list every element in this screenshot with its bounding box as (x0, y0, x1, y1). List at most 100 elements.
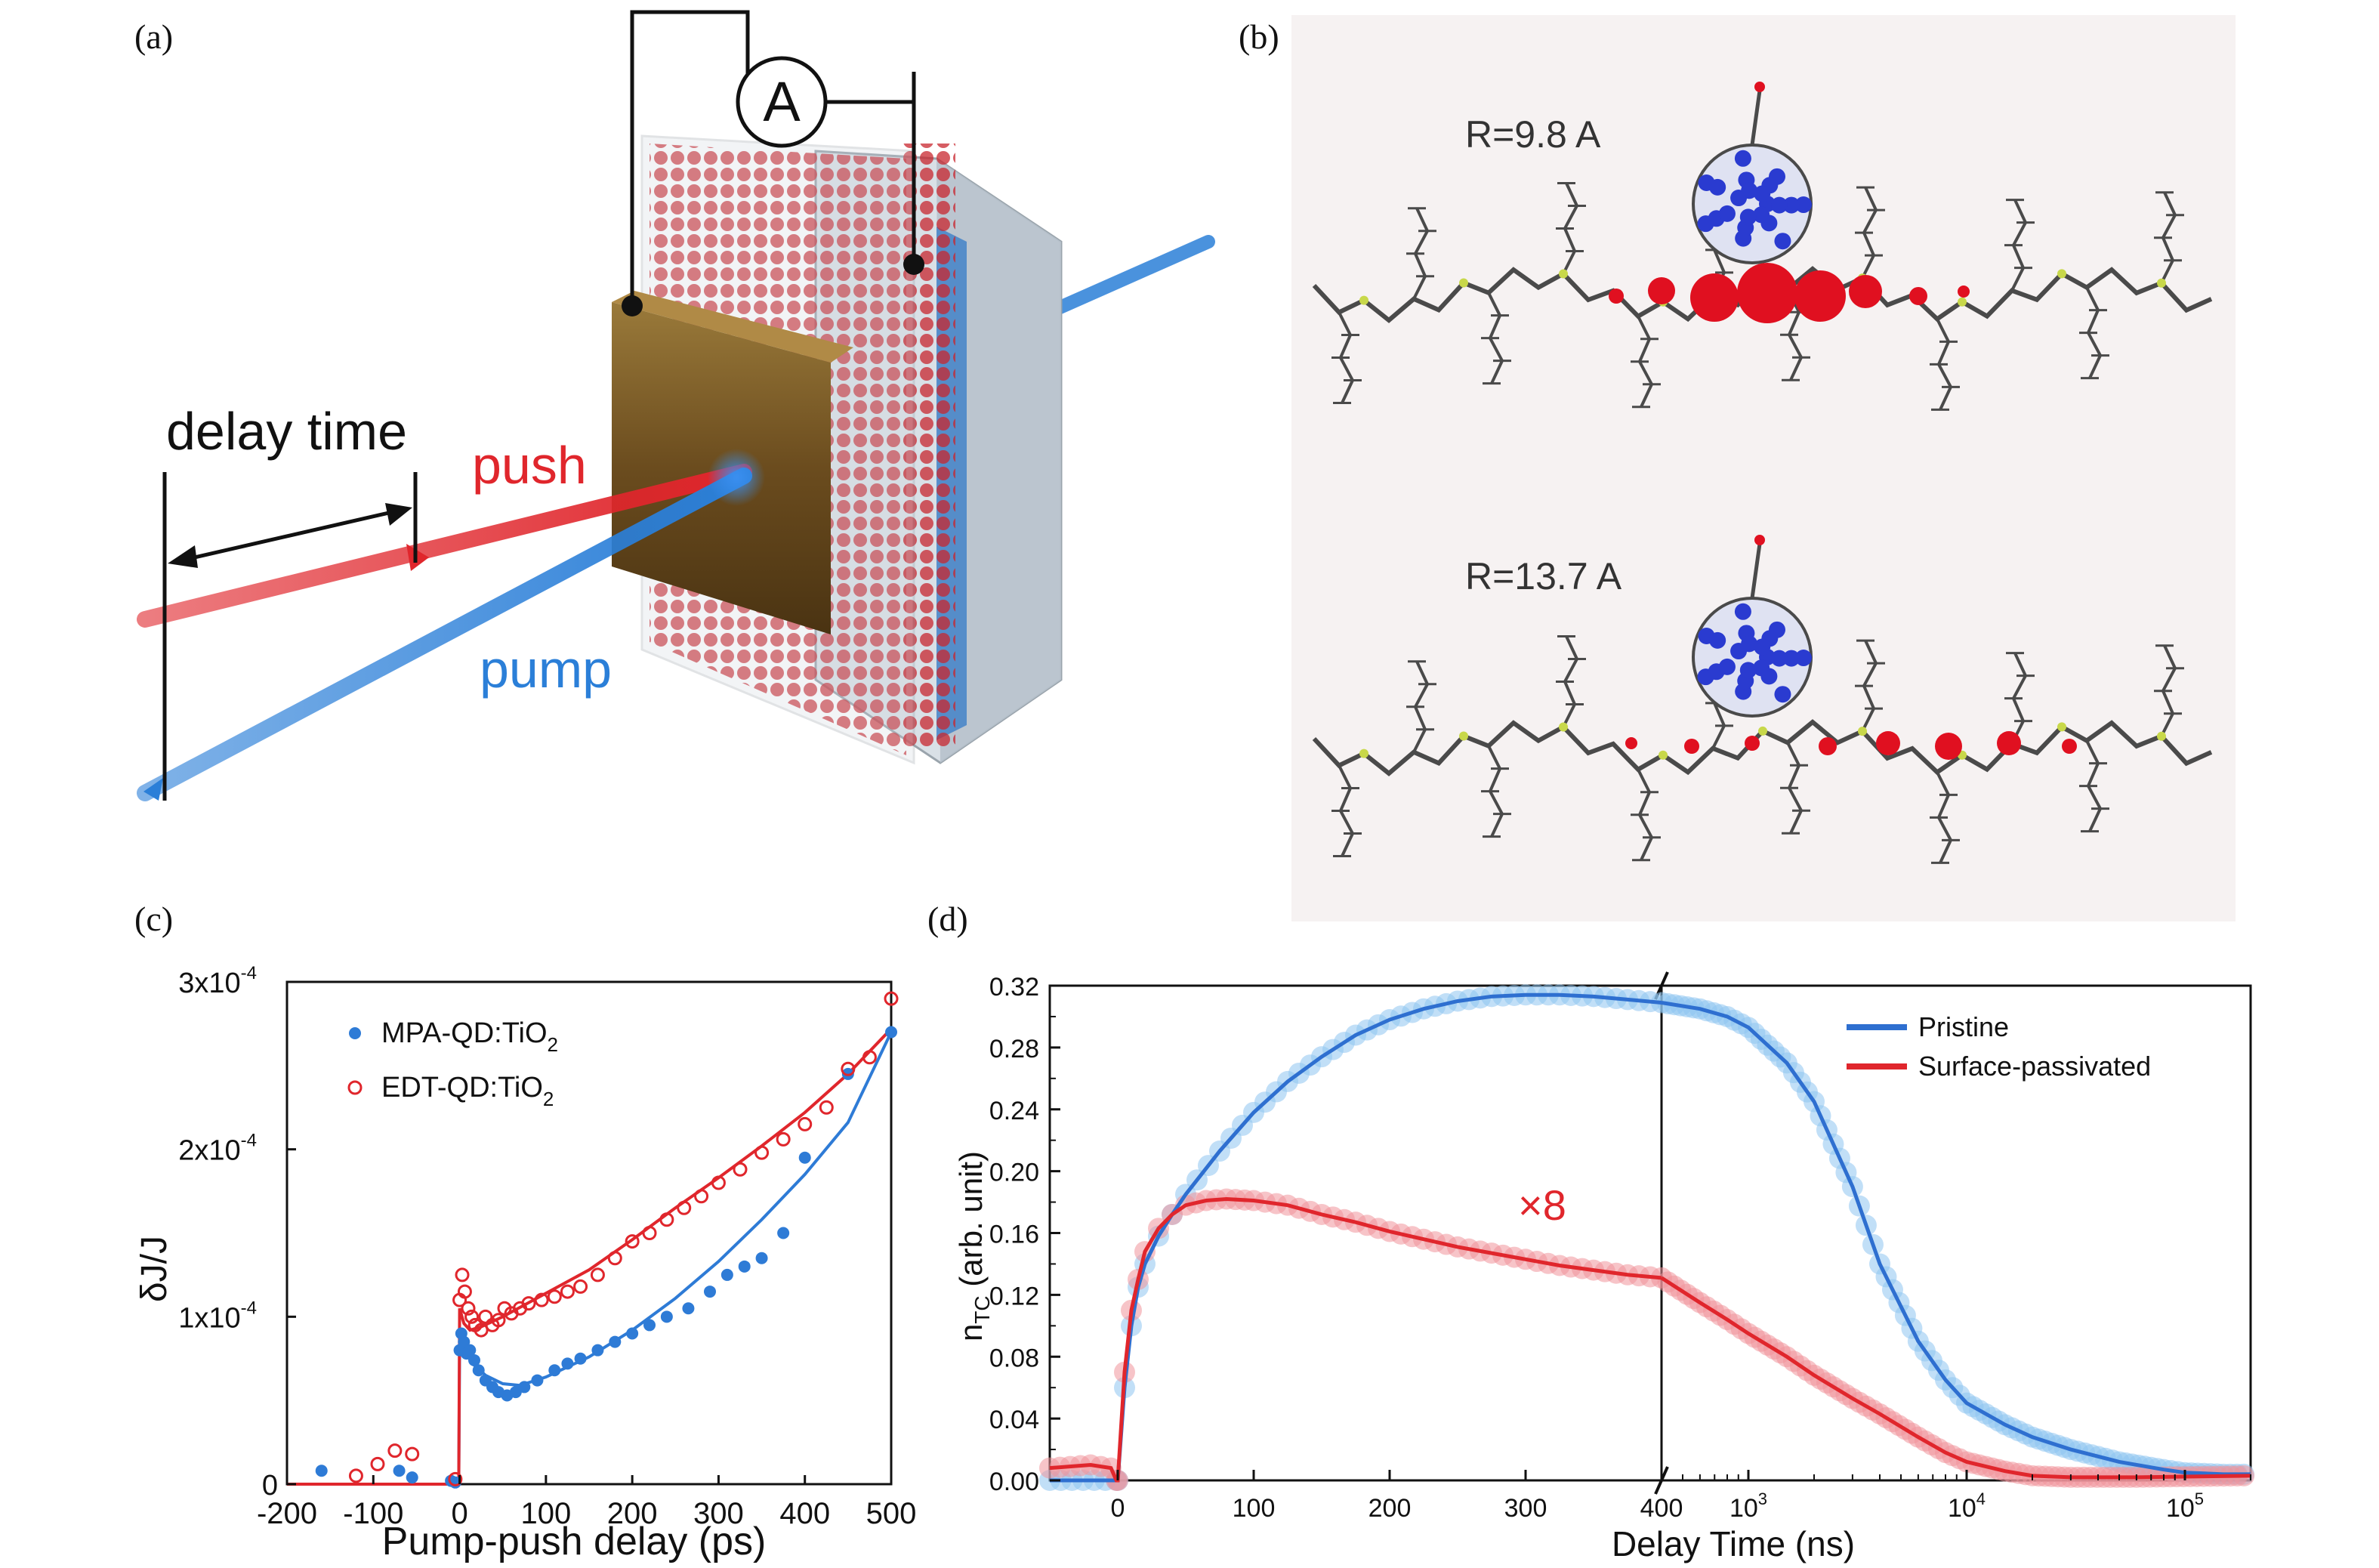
chart-c-frame (285, 980, 893, 1486)
chart-d-ticks: 0.00 0.04 0.08 0.12 0.16 0.20 0.24 0.28 0.32 0 100… (989, 973, 2251, 1523)
electron-density-lobe (1754, 185, 1771, 202)
chart-d-annotation: ×8 (1518, 1181, 1566, 1229)
chart-d-ytick-label: 0.32 (989, 973, 1039, 1002)
electron-density-lobe (1774, 686, 1791, 703)
chart-c-point (518, 1381, 531, 1394)
sulfur-atom (1858, 727, 1867, 736)
chart-d-ytick-label: 0.12 (989, 1282, 1039, 1310)
chart-c-xtick-label: 100 (520, 1497, 571, 1530)
sulfur-atom (2057, 722, 2066, 732)
ester-tail (1750, 543, 1762, 599)
chart-c-point (720, 1268, 733, 1281)
hole-density-lobe (1737, 263, 1797, 323)
chart-c-point (455, 1267, 470, 1282)
chart-c-ticks: -200 -100 0 100 200 300 400 500 0 1x10-4 2x10-4 3x1… (178, 963, 916, 1530)
panel-label-c: (c) (134, 900, 174, 938)
gold-electrode-top (612, 291, 853, 363)
chart-c-point (405, 1446, 420, 1462)
oxygen-atom (1754, 82, 1765, 92)
hole-density-lobe (1997, 731, 2021, 755)
chart-c-point (406, 1471, 418, 1484)
chart-c-point (491, 1313, 506, 1328)
chart-c-fit-1 (287, 1027, 893, 1486)
chart-c-point (478, 1309, 493, 1324)
electron-density-lobe (1754, 638, 1771, 656)
hole-density-lobe (1876, 731, 1900, 755)
panel-label-d: (d) (927, 900, 968, 938)
chart-d-ylabel-main: n (953, 1324, 989, 1341)
beam-spot (708, 449, 765, 506)
pump-arrowhead (143, 778, 163, 801)
chart-c-legend-marker (349, 1027, 361, 1039)
hole-density-lobe (1849, 275, 1882, 308)
chart-d-xlabel: Delay Time (ns) (1612, 1524, 1855, 1563)
chart-c-xtick-label: 500 (866, 1497, 917, 1530)
delay-time-label: delay time (166, 402, 407, 461)
sulfur-atom (1559, 269, 1568, 279)
chart-d-xtick-log-label: 103 (1729, 1489, 1767, 1523)
chart-c-point (590, 1267, 605, 1282)
chart-d-ylabel: nTC (arb. unit) (953, 1151, 994, 1341)
chart-c-point (461, 1301, 476, 1316)
circuit-wire-left (630, 10, 750, 306)
chart-d-xtick-label: 300 (1504, 1494, 1547, 1523)
molecule-bottom (1312, 535, 2213, 864)
hole-density-lobe (1609, 289, 1624, 304)
substrate-side (936, 159, 1061, 763)
chart-c-point (798, 1151, 811, 1164)
sulfur-atom (1958, 297, 1967, 307)
chart-c-point (738, 1260, 751, 1273)
chart-c-point (711, 1175, 726, 1190)
chart-c-point (659, 1212, 674, 1227)
chart-c-ylabel: δJ/J (134, 1236, 174, 1302)
chart-d-xtick-label: 100 (1233, 1494, 1276, 1523)
pump-beam (137, 468, 752, 801)
chart-c-point (573, 1279, 588, 1294)
electron-density-lobe (1774, 233, 1791, 250)
hole-density-lobe (1958, 286, 1970, 298)
chart-c-xtick-label: 0 (451, 1497, 467, 1530)
chart-c-xlabel: Pump-push delay (ps) (382, 1520, 767, 1563)
chart-c-point (776, 1131, 791, 1147)
hole-density-lobe (1794, 270, 1846, 322)
chart-d-legend-label: Pristine (1918, 1011, 2009, 1042)
chart-d-xtick-label: 0 (1111, 1494, 1125, 1523)
top-distance-label: R=9.8 A (1465, 113, 1601, 156)
electron-density-lobe (1770, 650, 1788, 667)
chart-d-ytick-label: 0.24 (989, 1097, 1039, 1125)
chart-c-point (755, 1252, 768, 1264)
chart-c-ytick-label: 3x10-4 (178, 963, 257, 999)
chart-d-legend: Pristine Surface-passivated (1847, 1011, 2151, 1082)
chart-c-point (448, 1471, 463, 1486)
delay-arrowhead-right (385, 503, 412, 526)
chart-c-ytick-label: 2x10-4 (178, 1131, 257, 1167)
delay-arrowhead-left (168, 545, 198, 568)
ammeter-icon (736, 56, 828, 148)
electron-density-lobe (1782, 650, 1800, 667)
molecule-top (1312, 82, 2213, 411)
chart-c-point (777, 1227, 790, 1239)
sulfur-atom (1459, 278, 1468, 288)
oxygen-atom (1754, 535, 1765, 545)
chart-c-point (393, 1465, 406, 1477)
chart-c-point (348, 1468, 363, 1483)
chart-c-point (754, 1145, 770, 1160)
chart-c-point (458, 1335, 471, 1348)
chart-d: 0.00 0.04 0.08 0.12 0.16 0.20 0.24 0.28 0.32 0 100… (953, 971, 2255, 1563)
chart-d-ytick-label: 0.28 (989, 1035, 1039, 1063)
electron-density-lobe (1770, 196, 1788, 214)
chart-c-point (733, 1162, 748, 1177)
chart-c-ytick-label: 1x10-4 (178, 1298, 257, 1334)
chart-c-point (468, 1353, 480, 1366)
chart-c-point (819, 1100, 834, 1115)
chart-c-point (841, 1061, 856, 1076)
electron-density-lobe (1753, 206, 1770, 224)
chart-c-point (625, 1234, 640, 1249)
chart-c-point (370, 1456, 385, 1471)
chart-d-ytick-label: 0.08 (989, 1344, 1039, 1372)
panel-b-molecules: R=9.8 A R=13.7 A (1291, 15, 2236, 921)
chart-c-xtick-label: 300 (693, 1497, 744, 1530)
chart-c-point (472, 1364, 485, 1377)
chart-c-plot-area (285, 980, 893, 1486)
pump-label: pump (480, 640, 612, 699)
